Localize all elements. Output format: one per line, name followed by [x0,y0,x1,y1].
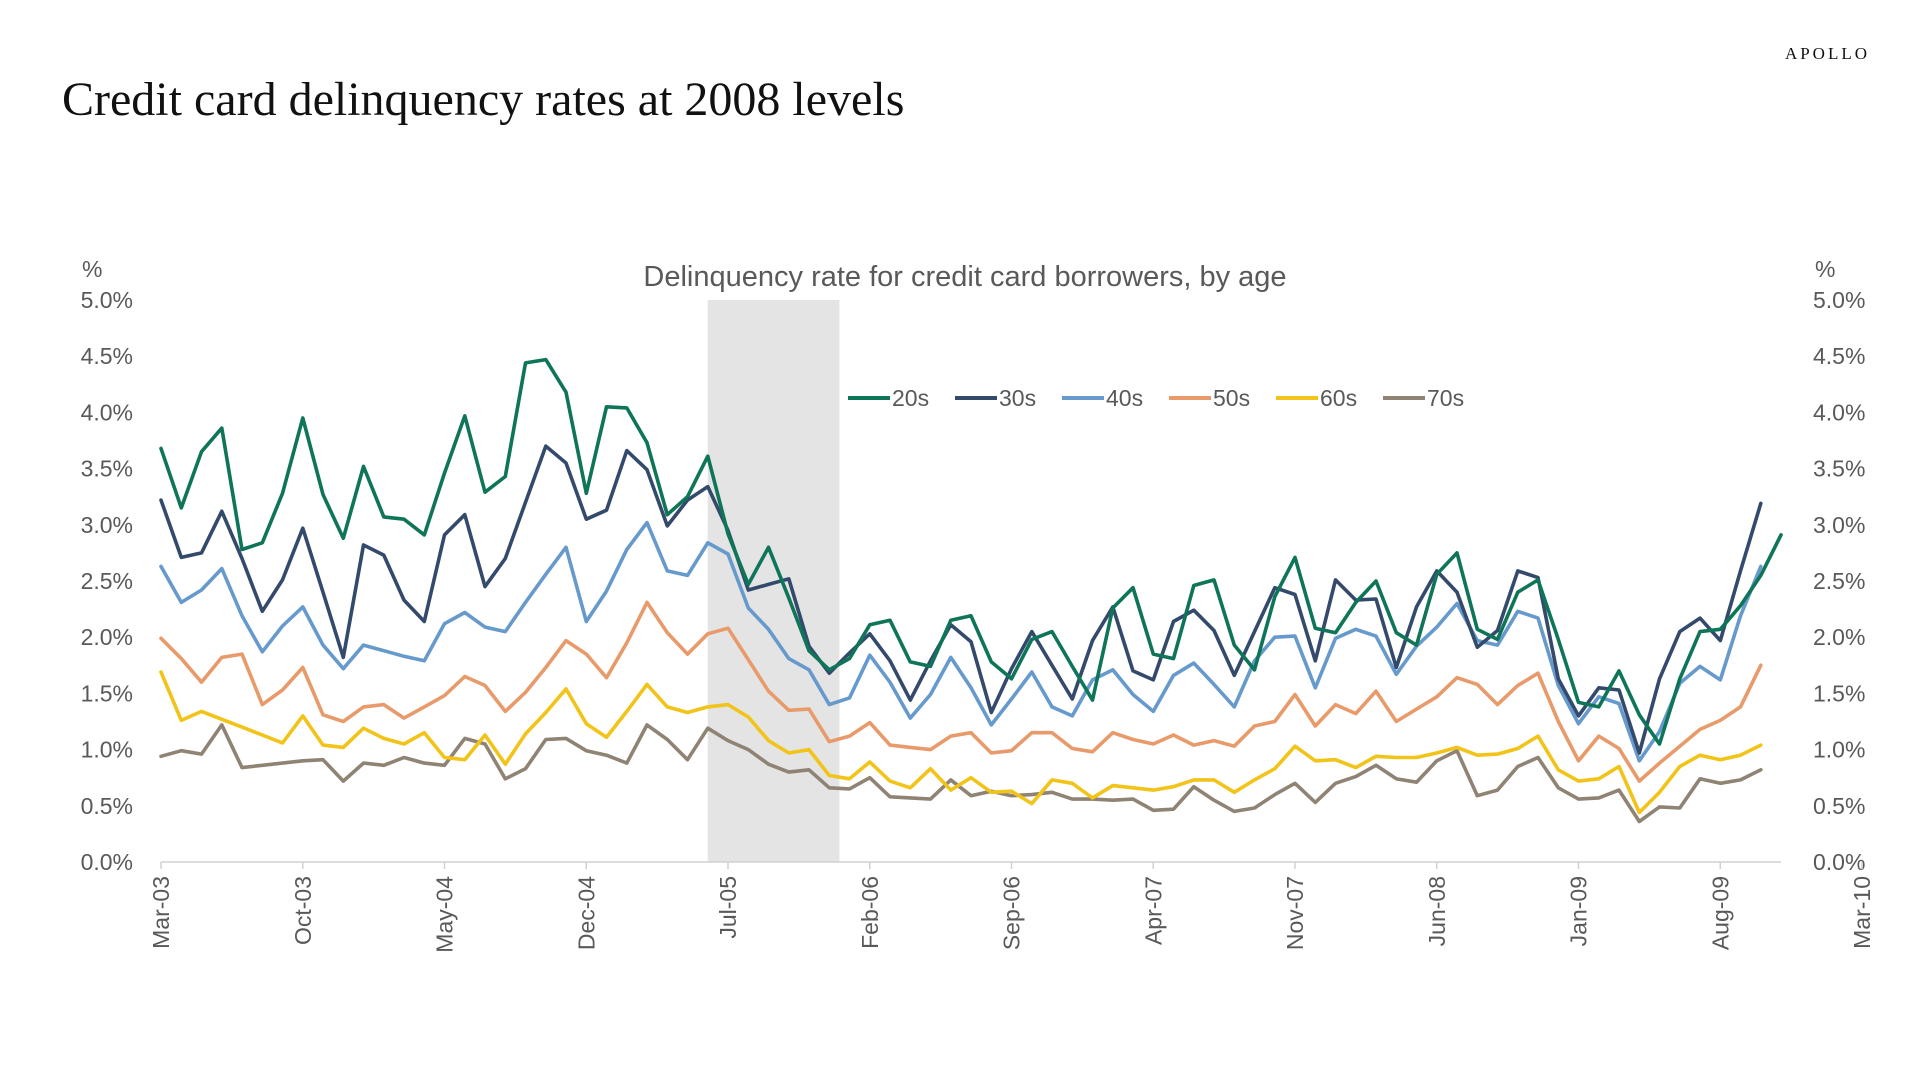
legend-label-40s: 40s [1106,385,1143,411]
recession-bands [707,300,840,862]
y-tick-left: 2.0% [81,624,133,650]
legend-label-50s: 50s [1213,385,1250,411]
y-axis-right: 0.0% 0.5% 1.0% 1.5% 2.0% 2.5% 3.0% 3.5% 4.0% 4.5%… [1813,287,1865,875]
y-tick-left: 4.0% [81,399,133,425]
legend-label-30s: 30s [999,385,1036,411]
y-tick-right: 4.5% [1813,343,1865,369]
y-tick-left: 5.0% [81,287,133,313]
x-tick-label: May-04 [432,876,458,953]
x-tick-label: Mar-03 [148,876,174,949]
y-tick-right: 4.0% [1813,399,1865,425]
brand-logo: APOLLO [1784,44,1870,63]
y-axis-right-unit: % [1815,256,1835,282]
series-line-30s [159,444,1763,755]
legend-label-60s: 60s [1320,385,1357,411]
x-tick-label: Feb-06 [857,876,883,949]
chart-title: Delinquency rate for credit card borrowe… [643,261,1286,293]
series-line-60s [159,670,1763,815]
series-line-40s [159,520,1763,763]
y-tick-left: 2.5% [81,568,133,594]
y-tick-left: 0.5% [81,793,133,819]
x-tick-label: Sep-06 [999,876,1025,950]
series-line-20s [159,357,1783,746]
series-lines [159,357,1783,824]
y-axis-left: 0.0% 0.5% 1.0% 1.5% 2.0% 2.5% 3.0% 3.5% 4.0% 4.5%… [81,287,133,875]
x-tick-label: Apr-07 [1140,876,1166,945]
legend-label-20s: 20s [892,385,929,411]
y-tick-right: 0.5% [1813,793,1865,819]
y-tick-right: 3.5% [1813,456,1865,482]
y-tick-left: 4.5% [81,343,133,369]
y-tick-right: 5.0% [1813,287,1865,313]
x-tick-label: Oct-03 [290,876,316,945]
page-title: Credit card delinquency rates at 2008 le… [62,73,905,126]
legend: 20s 30s 40s 50s 60s 70s [848,385,1464,411]
x-tick-label: Nov-07 [1282,876,1308,950]
series-line-50s [159,600,1763,783]
y-tick-left: 0.0% [81,849,133,875]
y-tick-left: 1.0% [81,737,133,763]
x-tick-label: Dec-04 [573,876,599,950]
x-tick-label: Mar-10 [1849,876,1875,949]
y-tick-left: 3.5% [81,456,133,482]
x-tick-label: Aug-09 [1707,876,1733,950]
x-axis: Mar-03 Oct-03 May-04 Dec-04 Jul-05 Feb-06 Sep-… [148,862,1875,953]
y-tick-right: 1.5% [1813,680,1865,706]
y-tick-right: 2.5% [1813,568,1865,594]
y-tick-left: 3.0% [81,512,133,538]
recession-band-1 [707,300,840,862]
series-line-70s [159,723,1763,824]
y-tick-right: 3.0% [1813,512,1865,538]
x-tick-label: Jan-09 [1566,876,1592,946]
x-tick-label: Jun-08 [1424,876,1450,946]
x-tick-label: Jul-05 [715,876,741,939]
y-tick-right: 2.0% [1813,624,1865,650]
y-tick-right: 0.0% [1813,849,1865,875]
legend-label-70s: 70s [1427,385,1464,411]
y-axis-left-unit: % [82,256,102,282]
y-tick-left: 1.5% [81,680,133,706]
y-tick-right: 1.0% [1813,737,1865,763]
